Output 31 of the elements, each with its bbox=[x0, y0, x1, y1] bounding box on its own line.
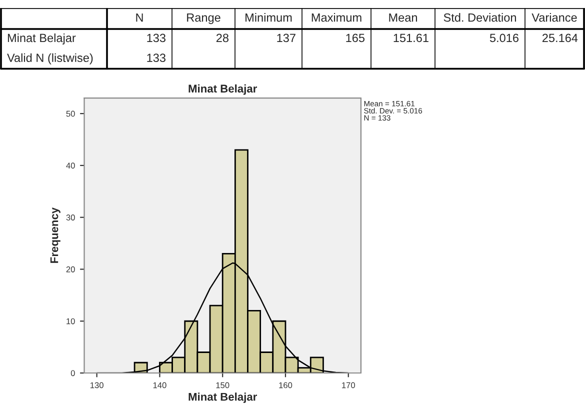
category-label: Std. Deviation bbox=[444, 13, 516, 22]
text: 25.164 bbox=[542, 34, 578, 42]
text: 133 bbox=[147, 34, 166, 42]
text: 165 bbox=[346, 34, 365, 42]
text: 133 bbox=[147, 54, 166, 62]
chart-title: Minat Belajar bbox=[188, 84, 258, 95]
y-tick-label: 30 bbox=[66, 214, 75, 220]
category-label: Minimum bbox=[246, 13, 292, 22]
text: 5.016 bbox=[490, 34, 518, 42]
x-tick-label: 160 bbox=[279, 382, 292, 388]
category-label: Valid N (listwise) bbox=[7, 53, 93, 64]
category-label: Minat Belajar bbox=[8, 33, 76, 44]
x-tick-label: 130 bbox=[90, 382, 104, 388]
text: 28 bbox=[216, 34, 228, 42]
text: 151.61 bbox=[394, 34, 428, 42]
y-tick-label: 40 bbox=[66, 162, 75, 169]
y-tick-label: 20 bbox=[66, 266, 75, 272]
category-label: N bbox=[136, 13, 143, 22]
y-tick-label: 0 bbox=[70, 370, 75, 376]
x-tick-label: 150 bbox=[216, 382, 230, 388]
text: 137 bbox=[277, 34, 296, 42]
x-axis-title: Minat Belajar bbox=[188, 392, 258, 403]
category-label: Mean bbox=[389, 13, 417, 22]
x-tick-label: 140 bbox=[153, 382, 166, 388]
y-axis-title: Frequency bbox=[50, 207, 60, 263]
x-tick-label: 170 bbox=[342, 382, 355, 388]
y-tick-label: 10 bbox=[66, 318, 75, 324]
category-label: Range bbox=[187, 13, 220, 24]
category-label: Maximum bbox=[312, 13, 362, 22]
y-tick-label: 50 bbox=[66, 110, 75, 117]
category-label: Variance bbox=[532, 13, 577, 22]
